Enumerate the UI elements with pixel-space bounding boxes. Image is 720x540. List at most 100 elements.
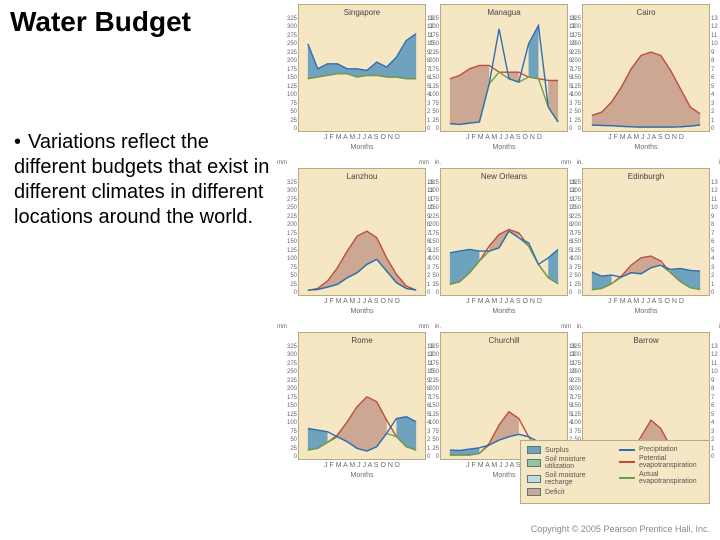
legend-item-utilization: Soil moisture utilization — [527, 456, 611, 470]
x-axis-label: Months — [441, 144, 567, 151]
ytick: 75 — [419, 429, 439, 435]
ytick: 200 — [277, 58, 297, 64]
ytick: 0 — [561, 126, 581, 132]
deficit-area — [592, 52, 700, 127]
ytick: 250 — [419, 205, 439, 211]
chart-lanzhou: Lanzhoummin.0255075100125150175200225250… — [298, 168, 426, 296]
chart-svg — [583, 5, 709, 131]
legend-label: Potential evapotranspiration — [639, 455, 703, 469]
ytick-r: 9 — [711, 214, 720, 220]
x-axis-months: J F M A M J J A S O N D — [441, 134, 567, 141]
ytick-r: 0 — [711, 454, 720, 460]
chart-edinburgh: Edinburghmmin.02550751001251501752002252… — [582, 168, 710, 296]
ytick-r: 9 — [711, 50, 720, 56]
ytick: 100 — [277, 92, 297, 98]
ytick: 225 — [419, 50, 439, 56]
ytick: 25 — [277, 118, 297, 124]
surplus-area — [308, 34, 416, 79]
ytick: 150 — [419, 403, 439, 409]
ytick: 225 — [419, 378, 439, 384]
ytick: 200 — [277, 222, 297, 228]
unit-right: in. — [435, 160, 441, 166]
ytick: 175 — [419, 67, 439, 73]
chart-svg — [441, 169, 567, 295]
ytick: 25 — [561, 282, 581, 288]
ytick: 75 — [561, 101, 581, 107]
ytick: 300 — [561, 188, 581, 194]
ytick: 175 — [277, 395, 297, 401]
unit-right: in. — [577, 0, 583, 2]
legend-fill-column: SurplusSoil moisture utilizationSoil moi… — [527, 446, 611, 498]
legend-line — [619, 449, 635, 451]
ytick-r: 0 — [711, 290, 720, 296]
ytick: 50 — [561, 109, 581, 115]
ytick: 50 — [561, 273, 581, 279]
ytick-r: 3 — [711, 101, 720, 107]
surplus-area — [592, 268, 700, 289]
ytick-r: 0 — [711, 126, 720, 132]
chart-svg — [299, 169, 425, 295]
legend-label: Surplus — [545, 447, 569, 454]
ytick: 0 — [419, 126, 439, 132]
x-axis-label: Months — [583, 144, 709, 151]
ytick-r: 10 — [711, 205, 720, 211]
x-axis-months: J F M A M J J A S O N D — [441, 298, 567, 305]
ytick: 175 — [277, 231, 297, 237]
ytick: 325 — [561, 180, 581, 186]
ytick-r: 2 — [711, 109, 720, 115]
ytick: 25 — [419, 446, 439, 452]
ytick: 200 — [277, 386, 297, 392]
ytick: 275 — [419, 361, 439, 367]
ytick: 75 — [277, 429, 297, 435]
unit-right: in. — [435, 324, 441, 330]
deficit-area — [489, 412, 519, 445]
ytick: 200 — [561, 58, 581, 64]
ytick-r: 5 — [711, 412, 720, 418]
legend-swatch — [527, 488, 541, 496]
ytick: 125 — [419, 412, 439, 418]
legend-line — [619, 461, 635, 463]
ytick: 50 — [277, 273, 297, 279]
ytick: 250 — [561, 369, 581, 375]
ytick-r: 11 — [711, 33, 720, 39]
ytick: 150 — [561, 75, 581, 81]
ytick: 250 — [419, 41, 439, 47]
ytick: 225 — [419, 214, 439, 220]
legend-label: Soil moisture utilization — [545, 456, 611, 470]
ytick: 150 — [419, 75, 439, 81]
ytick: 50 — [277, 437, 297, 443]
ytick: 0 — [277, 454, 297, 460]
ytick: 175 — [561, 395, 581, 401]
page-title: Water Budget — [10, 6, 191, 38]
ytick: 275 — [419, 197, 439, 203]
ytick: 100 — [419, 420, 439, 426]
ytick: 125 — [419, 84, 439, 90]
ytick-r: 1 — [711, 118, 720, 124]
x-axis-months: J F M A M J J A S O N D — [299, 134, 425, 141]
x-axis-months: J F M A M J J A S O N D — [583, 298, 709, 305]
unit-left: mm — [277, 324, 287, 330]
ytick: 125 — [277, 84, 297, 90]
ytick: 300 — [277, 188, 297, 194]
ytick-r: 8 — [711, 222, 720, 228]
ytick: 0 — [277, 290, 297, 296]
ytick: 325 — [419, 16, 439, 22]
x-axis-label: Months — [299, 472, 425, 479]
ytick-r: 13 — [711, 344, 720, 350]
unit-left: mm — [277, 0, 287, 2]
ytick: 175 — [561, 231, 581, 237]
ytick: 25 — [419, 282, 439, 288]
ytick: 200 — [561, 386, 581, 392]
y-axis-left: 0255075100125150175200225250275300325 — [561, 5, 581, 131]
ytick: 225 — [561, 378, 581, 384]
unit-left: mm — [277, 160, 287, 166]
ytick-r: 3 — [711, 429, 720, 435]
ytick: 100 — [419, 256, 439, 262]
ytick-r: 6 — [711, 75, 720, 81]
surplus-area — [450, 249, 558, 284]
ytick: 125 — [561, 412, 581, 418]
ytick: 150 — [277, 75, 297, 81]
ytick: 125 — [561, 84, 581, 90]
x-axis-label: Months — [441, 308, 567, 315]
chart-singapore: Singaporemmin.02550751001251501752002252… — [298, 4, 426, 132]
